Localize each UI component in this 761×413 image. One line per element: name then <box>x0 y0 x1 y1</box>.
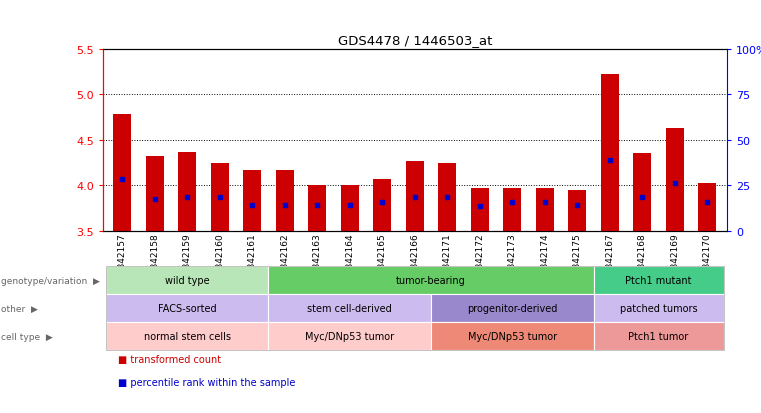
Text: tumor-bearing: tumor-bearing <box>396 275 466 285</box>
Bar <box>341 186 358 231</box>
Text: FACS-sorted: FACS-sorted <box>158 304 217 313</box>
Bar <box>503 189 521 231</box>
Text: Myc/DNp53 tumor: Myc/DNp53 tumor <box>305 332 394 342</box>
Text: cell type  ▶: cell type ▶ <box>1 332 53 341</box>
Text: Ptch1 mutant: Ptch1 mutant <box>626 275 692 285</box>
Text: progenitor-derived: progenitor-derived <box>467 304 558 313</box>
Text: stem cell-derived: stem cell-derived <box>307 304 392 313</box>
Bar <box>471 189 489 231</box>
Text: Ptch1 tumor: Ptch1 tumor <box>629 332 689 342</box>
Bar <box>536 189 554 231</box>
Bar <box>178 152 196 231</box>
Text: wild type: wild type <box>165 275 209 285</box>
Bar <box>666 128 683 231</box>
Bar <box>308 186 326 231</box>
Bar <box>699 183 716 231</box>
Text: ■ percentile rank within the sample: ■ percentile rank within the sample <box>118 377 295 387</box>
Bar <box>438 163 456 231</box>
Text: genotype/variation  ▶: genotype/variation ▶ <box>1 276 100 285</box>
Bar <box>601 75 619 231</box>
Text: other  ▶: other ▶ <box>1 304 37 313</box>
Bar <box>275 171 294 231</box>
Bar <box>406 161 424 231</box>
Bar <box>568 190 586 231</box>
Text: ■ transformed count: ■ transformed count <box>118 354 221 364</box>
Text: normal stem cells: normal stem cells <box>144 332 231 342</box>
Bar <box>633 154 651 231</box>
Bar <box>244 171 261 231</box>
Bar <box>113 115 131 231</box>
Text: Myc/DNp53 tumor: Myc/DNp53 tumor <box>468 332 557 342</box>
Bar <box>211 163 228 231</box>
Title: GDS4478 / 1446503_at: GDS4478 / 1446503_at <box>338 34 492 47</box>
Text: patched tumors: patched tumors <box>619 304 697 313</box>
Bar <box>146 157 164 231</box>
Bar <box>374 180 391 231</box>
